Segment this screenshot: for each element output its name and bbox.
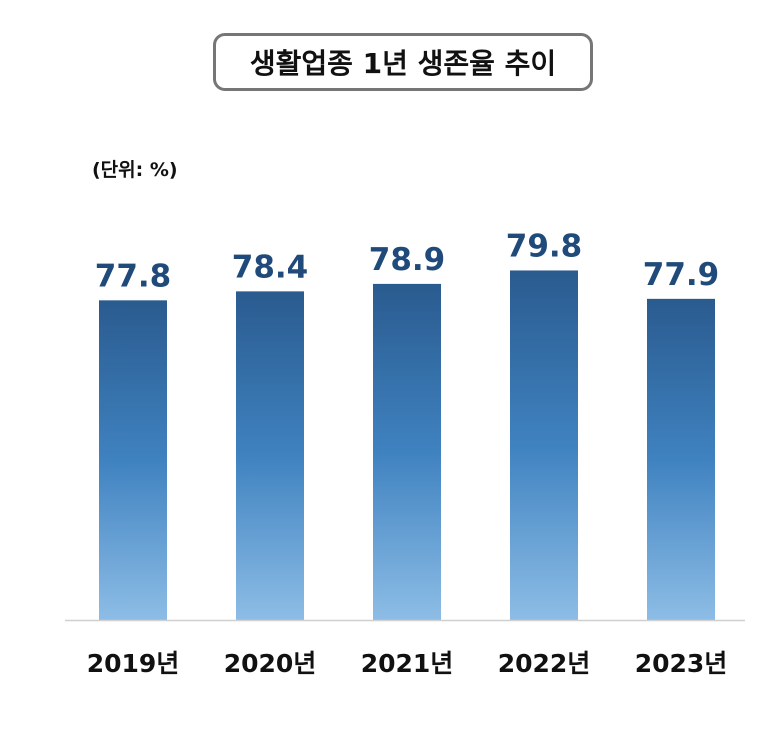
bars-layer: 77.8 2019년 78.4 2020년 78.9 2021년 79.8 2022년 77.9… bbox=[87, 228, 728, 678]
category-label-4: 2023년 bbox=[635, 649, 728, 678]
bar-0 bbox=[99, 300, 167, 620]
value-label-1: 78.4 bbox=[232, 249, 309, 285]
category-label-0: 2019년 bbox=[87, 649, 180, 678]
unit-label: (단위: %) bbox=[92, 159, 178, 181]
chart-title: 생활업종 1년 생존율 추이 bbox=[249, 47, 557, 80]
category-label-3: 2022년 bbox=[498, 649, 591, 678]
value-label-3: 79.8 bbox=[506, 228, 583, 264]
value-label-4: 77.9 bbox=[643, 257, 720, 293]
bar-4 bbox=[647, 298, 715, 620]
category-label-1: 2020년 bbox=[224, 649, 317, 678]
bar-2 bbox=[373, 283, 441, 620]
category-label-2: 2021년 bbox=[361, 649, 454, 678]
value-label-2: 78.9 bbox=[369, 242, 446, 278]
bar-3 bbox=[510, 270, 578, 620]
chart-title-box: 생활업종 1년 생존율 추이 bbox=[213, 33, 593, 91]
bar-1 bbox=[236, 291, 304, 620]
value-label-0: 77.8 bbox=[95, 258, 172, 294]
